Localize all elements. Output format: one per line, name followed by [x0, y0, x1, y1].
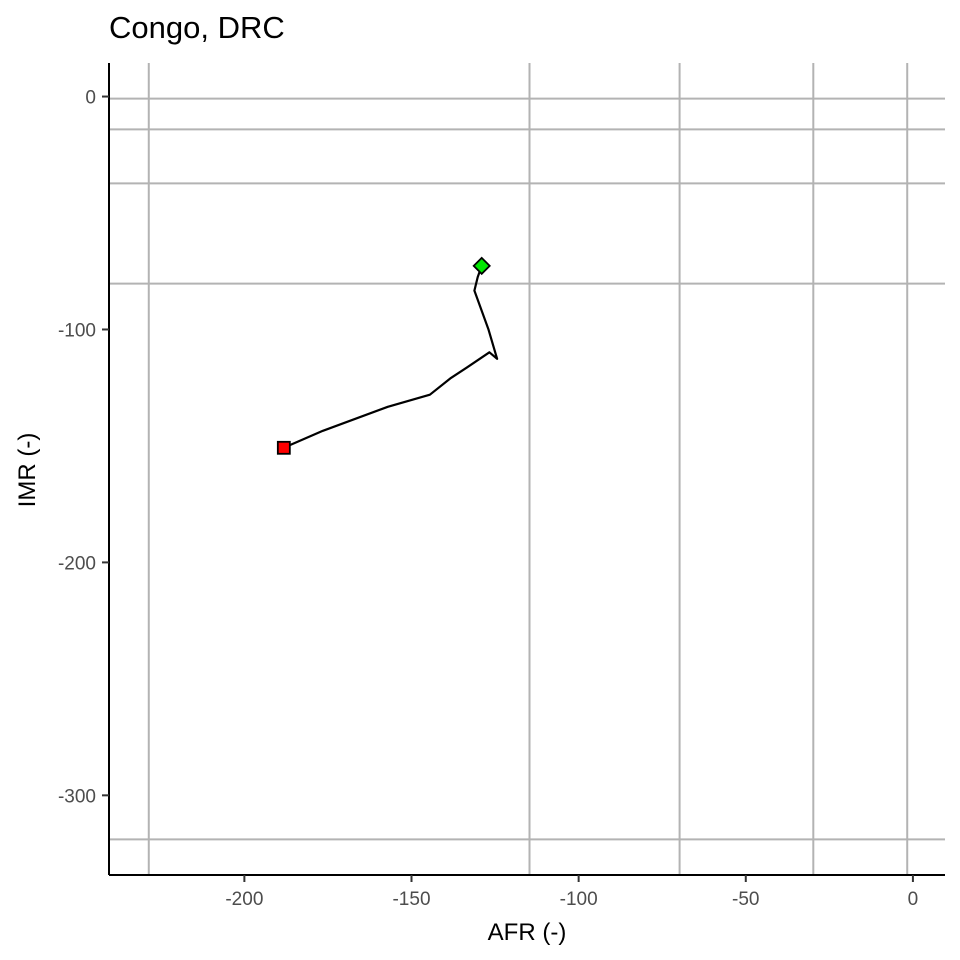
series-line-0	[283, 265, 499, 449]
axes	[108, 63, 945, 876]
x-axis-title: AFR (-)	[488, 919, 567, 946]
chart-title: Congo, DRC	[109, 10, 285, 45]
y-axis-title: IMR (-)	[14, 433, 41, 508]
y-tick-label: 0	[85, 88, 96, 109]
x-tick-label: -200	[225, 889, 263, 910]
x-tick-label: 0	[908, 889, 919, 910]
y-axis-ticks: 0 -100 -200 -300	[58, 88, 109, 807]
start-marker	[276, 440, 291, 455]
end-marker	[472, 256, 491, 276]
markers	[276, 256, 491, 455]
x-tick-label: -150	[392, 889, 430, 910]
x-tick-label: -100	[560, 889, 598, 910]
x-axis-ticks: -200 -150 -100 -50 0	[225, 875, 918, 910]
grid	[109, 63, 945, 875]
y-tick-label: -100	[58, 320, 96, 341]
y-tick-label: -200	[58, 553, 96, 574]
series	[283, 265, 499, 449]
x-tick-label: -50	[732, 889, 759, 910]
y-tick-label: -300	[58, 786, 96, 807]
